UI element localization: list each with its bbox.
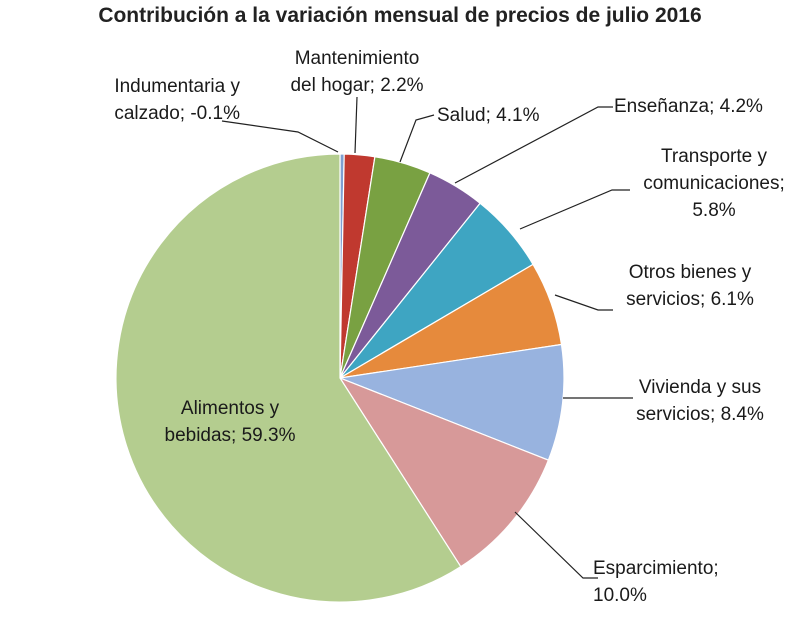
data-label-otros-bienes-y-servicios: Otros bienes y servicios; 6.1%	[626, 262, 754, 310]
data-label-ensenanza: Enseñanza; 4.2%	[614, 96, 763, 117]
chart-title: Contribución a la variación mensual de p…	[98, 4, 702, 27]
pie-slice-vivienda-y-sus-servicios	[337, 343, 565, 461]
leader-line-otros-bienes-y-servicios	[554, 294, 613, 311]
leader-line-salud	[399, 114, 435, 163]
data-label-transporte-y-comunicaciones: Transporte y comunicaciones; 5.8%	[643, 146, 785, 221]
data-label-vivienda-y-sus-servicios: Vivienda y sus servicios; 8.4%	[636, 377, 764, 425]
pie-slice-esparcimiento	[338, 376, 550, 568]
leader-line-ensenanza	[454, 106, 613, 184]
data-label-alimentos-y-bebidas: Alimentos y bebidas; 59.3%	[165, 398, 296, 446]
data-label-indumentaria-y-calzado: Indumentaria y calzado; -0.1%	[114, 76, 240, 124]
data-label-salud: Salud; 4.1%	[437, 105, 540, 126]
leader-line-indumentaria-y-calzado	[221, 120, 339, 153]
pie-slice-alimentos-y-bebidas	[115, 153, 462, 603]
data-label-esparcimiento: Esparcimiento; 10.0%	[593, 558, 719, 606]
leader-line-esparcimiento	[514, 511, 598, 579]
leader-line-mantenimiento-del-hogar	[354, 96, 358, 154]
leader-line-transporte-y-comunicaciones	[519, 189, 630, 230]
data-label-mantenimiento-del-hogar: Mantenimiento del hogar; 2.2%	[290, 48, 423, 96]
